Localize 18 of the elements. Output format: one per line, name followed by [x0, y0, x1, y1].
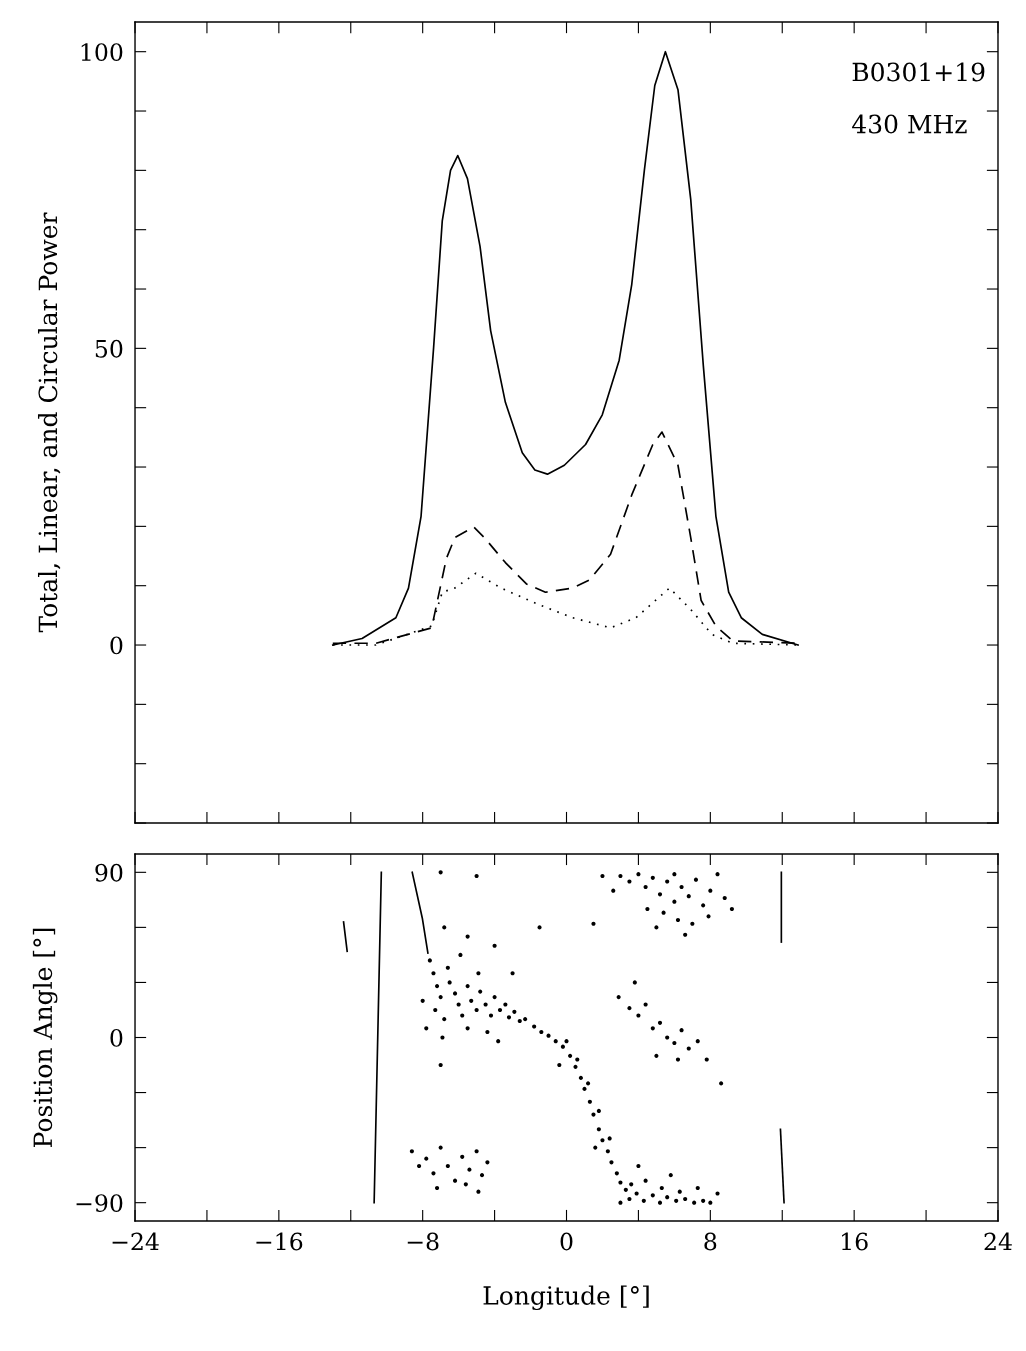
x-tick-label: 24 — [984, 1232, 1012, 1251]
y-tick-label: 50 — [95, 339, 123, 358]
x-tick-label: −24 — [112, 1232, 159, 1251]
x-tick-label: 8 — [704, 1232, 717, 1251]
y-tick-label: 100 — [81, 43, 123, 61]
x-axis-title: Longitude [°] — [483, 1285, 649, 1311]
y-tick-label: 0 — [110, 636, 123, 655]
y-tick-label: 0 — [110, 1028, 123, 1047]
y-tick-label: −90 — [76, 1194, 123, 1212]
x-tick-label: 0 — [560, 1232, 573, 1251]
y-axis-title: Position Angle [°] — [32, 928, 58, 1147]
y-axis-title: Total, Linear, and Circular Power — [37, 212, 61, 633]
y-tick-label: 90 — [95, 863, 123, 882]
annotation: 430 MHz — [852, 114, 967, 134]
x-tick-label: −16 — [256, 1232, 303, 1251]
annotation: B0301+19 — [852, 62, 985, 82]
x-tick-label: −8 — [407, 1232, 439, 1251]
x-tick-label: 16 — [842, 1232, 868, 1251]
